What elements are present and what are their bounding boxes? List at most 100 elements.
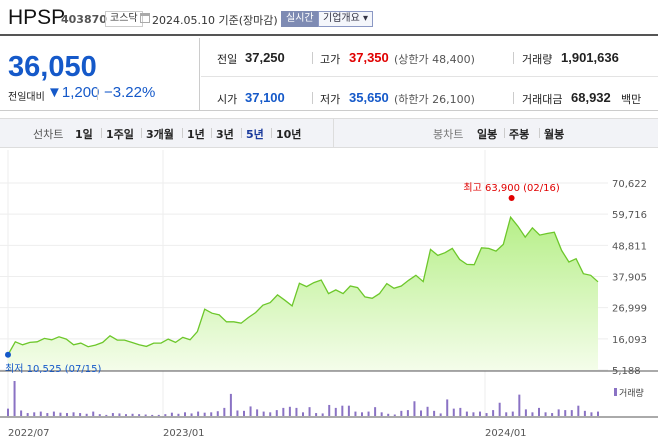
- volume-bar: [59, 412, 62, 416]
- chart-tabs-bar: [0, 118, 658, 148]
- volume-bar: [164, 414, 167, 416]
- volume-bar: [302, 412, 304, 416]
- volume-bar: [321, 413, 324, 416]
- volume-bar: [498, 402, 501, 416]
- volume-legend-swatch: [614, 388, 617, 396]
- volume-bar: [105, 414, 108, 416]
- volume-bar: [551, 413, 554, 416]
- volume-bar: [361, 412, 363, 416]
- tab-period-4[interactable]: 3년: [216, 128, 234, 141]
- volume-bar: [518, 394, 521, 416]
- realtime-button[interactable]: 실시간: [281, 11, 319, 27]
- stock-header: [0, 0, 658, 36]
- high-label: 고가: [320, 53, 341, 66]
- volume-bar: [583, 410, 586, 416]
- divider: [504, 128, 505, 138]
- current-price: 36,050: [8, 51, 97, 83]
- tab-candle-0[interactable]: 일봉: [477, 128, 498, 141]
- volume-bar: [380, 412, 383, 416]
- volume-bar: [66, 413, 68, 416]
- volume-bar: [308, 407, 311, 416]
- volume-bar: [26, 413, 29, 416]
- volume-bar: [33, 412, 36, 416]
- divider: [201, 76, 658, 77]
- change-label: 전일대비: [8, 92, 45, 103]
- candle-chart-label: 봉차트: [433, 128, 464, 141]
- volume-bar: [229, 393, 232, 416]
- volume-bar: [570, 410, 573, 416]
- volume-bar: [269, 412, 272, 416]
- tab-period-0[interactable]: 1일: [75, 128, 93, 141]
- tab-period-1[interactable]: 1주일: [106, 128, 134, 141]
- prev-label: 전일: [217, 53, 238, 66]
- volume-bar: [72, 412, 75, 416]
- volume-label: 거래량: [522, 53, 553, 66]
- calendar-icon: [140, 13, 150, 23]
- tab-period-6[interactable]: 10년: [276, 128, 302, 141]
- tab-period-5[interactable]: 5년: [246, 128, 264, 141]
- volume-bar: [184, 412, 186, 416]
- volume-bar: [85, 413, 88, 416]
- divider: [141, 128, 142, 138]
- volume-bar: [118, 413, 121, 416]
- volume-bar: [111, 413, 114, 416]
- y-tick-label: 70,622: [612, 179, 647, 190]
- volume-bar: [538, 407, 540, 416]
- volume-bar: [505, 412, 508, 416]
- upper-limit: (상한가 48,400): [394, 53, 475, 66]
- amount-label: 거래대금: [522, 93, 563, 106]
- divider: [312, 52, 313, 64]
- min-marker: [5, 351, 11, 358]
- volume-bar: [347, 405, 350, 416]
- volume-bar: [577, 405, 580, 416]
- volume-bar: [544, 412, 547, 416]
- volume-bar: [144, 414, 147, 416]
- company-overview-dropdown[interactable]: 기업개요 ▾: [318, 11, 373, 27]
- volume-bar: [374, 407, 377, 416]
- divider: [241, 128, 242, 138]
- tab-candle-1[interactable]: 주봉: [509, 128, 530, 141]
- amount-value: 68,932: [571, 90, 611, 105]
- volume-bar: [420, 410, 422, 416]
- volume-bar: [426, 406, 429, 416]
- basis-date: 2024.05.10 기준(장마감): [152, 14, 278, 27]
- volume-bar: [288, 406, 291, 416]
- volume-bar: [295, 407, 298, 416]
- volume-bar: [413, 401, 416, 416]
- volume-bar: [125, 414, 127, 416]
- volume-bar: [203, 412, 206, 416]
- max-label: 최고 63,900 (02/16): [463, 182, 559, 194]
- volume-bar: [590, 412, 593, 416]
- volume-bar: [531, 412, 534, 416]
- y-tick-label: 26,999: [612, 304, 647, 315]
- low-value: 35,650: [349, 90, 389, 105]
- volume-bar: [354, 411, 357, 416]
- y-tick-label: 16,093: [612, 335, 647, 346]
- volume-bar: [138, 414, 141, 416]
- volume-bar: [223, 407, 226, 416]
- x-tick-label: 2022/07: [8, 428, 50, 439]
- tab-period-3[interactable]: 1년: [187, 128, 205, 141]
- volume-bar: [216, 411, 219, 416]
- volume-bar: [439, 413, 442, 416]
- volume-bar: [393, 414, 396, 416]
- tab-candle-2[interactable]: 월봉: [544, 128, 565, 141]
- price-box: [0, 38, 200, 110]
- amount-unit: 백만: [621, 93, 642, 106]
- price-change: ▼1,200: [47, 84, 100, 101]
- volume-bar: [334, 407, 337, 416]
- divider: [312, 92, 313, 104]
- volume-value: 1,901,636: [561, 50, 619, 65]
- lower-limit: (하한가 26,100): [394, 93, 475, 106]
- tab-period-2[interactable]: 3개월: [146, 128, 174, 141]
- market-badge: 코스닥: [105, 11, 143, 27]
- open-label: 시가: [217, 93, 238, 106]
- price-line: [7, 215, 599, 356]
- volume-bar: [315, 413, 318, 416]
- volume-bar: [472, 412, 475, 416]
- volume-bar: [131, 413, 134, 416]
- volume-bar: [52, 411, 55, 416]
- prev-value: 37,250: [245, 50, 285, 65]
- volume-bar: [433, 410, 436, 416]
- volume-bar: [465, 411, 468, 416]
